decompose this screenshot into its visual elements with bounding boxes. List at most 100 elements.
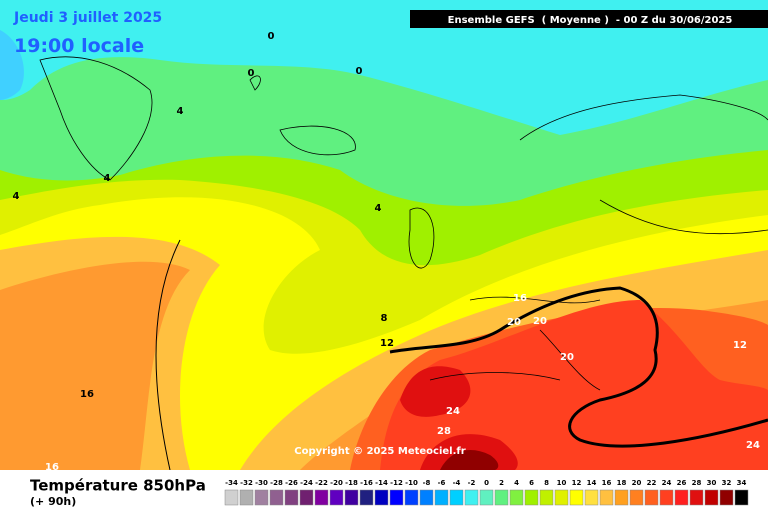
- legend-swatch: [434, 489, 449, 506]
- legend-value: 0: [484, 479, 489, 487]
- legend-value: 6: [529, 479, 534, 487]
- legend-swatch: [734, 489, 749, 506]
- legend-value: 24: [662, 479, 672, 487]
- legend-value: -20: [330, 479, 343, 487]
- legend-value: -24: [300, 479, 313, 487]
- legend-swatch: [269, 489, 284, 506]
- contour-label: 4: [104, 173, 111, 184]
- isotherm: [155, 239, 181, 471]
- legend-value: 26: [677, 479, 687, 487]
- legend-swatch: [299, 489, 314, 506]
- contour-label: 20: [533, 316, 547, 327]
- legend-value: 18: [617, 479, 627, 487]
- legend-value: 34: [737, 479, 747, 487]
- legend-value: 4: [514, 479, 519, 487]
- field-24: [380, 300, 768, 470]
- contour-label: 24: [746, 440, 760, 451]
- contour-label: 0: [356, 66, 363, 77]
- legend-swatch: [584, 489, 599, 506]
- coastline: [39, 56, 768, 391]
- legend-value: -28: [270, 479, 283, 487]
- legend-value: -34: [225, 479, 238, 487]
- legend-value: 14: [587, 479, 597, 487]
- contour-label: 4: [375, 203, 382, 214]
- legend-value: -22: [315, 479, 328, 487]
- contour-label: 16: [80, 389, 94, 400]
- legend-swatch: [314, 489, 329, 506]
- legend-value: 10: [557, 479, 567, 487]
- contour-label: 12: [380, 338, 394, 349]
- legend-title: Température 850hPa: [30, 477, 206, 495]
- legend-value: 20: [632, 479, 642, 487]
- legend-value: 16: [602, 479, 612, 487]
- contour-label: 20: [560, 352, 574, 363]
- legend-value: 22: [647, 479, 657, 487]
- model-run: Ensemble GEFS ( Moyenne ) - 00 Z du 30/0…: [448, 15, 733, 26]
- legend-value: 28: [692, 479, 702, 487]
- legend-value: 8: [544, 479, 549, 487]
- contour-label: 4: [13, 191, 20, 202]
- legend-value: -8: [423, 479, 431, 487]
- field-0: [0, 0, 768, 135]
- copyright: Copyright © 2025 Meteociel.fr: [294, 446, 465, 457]
- contour-label: 24: [446, 406, 460, 417]
- legend-value: -6: [438, 479, 446, 487]
- legend-swatch: [704, 489, 719, 506]
- field-28: [400, 366, 518, 470]
- legend-swatch: [359, 489, 374, 506]
- legend-value: -18: [345, 479, 358, 487]
- contour-label: 16: [513, 293, 527, 304]
- field-32: [440, 450, 499, 470]
- legend-swatch: [509, 489, 524, 506]
- legend-value: -26: [285, 479, 298, 487]
- legend-swatch: [689, 489, 704, 506]
- legend-value: -2: [468, 479, 476, 487]
- header-box: [410, 10, 768, 28]
- legend-swatch: [569, 489, 584, 506]
- legend-value: -16: [360, 479, 373, 487]
- contour-label: 12: [733, 340, 747, 351]
- legend-swatch: [389, 489, 404, 506]
- legend-swatch: [464, 489, 479, 506]
- legend-swatch: [479, 489, 494, 506]
- contour-label: 28: [437, 426, 451, 437]
- contour-label: 8: [381, 313, 388, 324]
- legend-value: -12: [390, 479, 403, 487]
- valid-time: 19:00 locale: [14, 35, 144, 57]
- contour-label: 0: [268, 31, 275, 42]
- legend-value: -30: [255, 479, 268, 487]
- legend-swatch: [539, 489, 554, 506]
- legend-swatch: [284, 489, 299, 506]
- legend-swatch: [554, 489, 569, 506]
- legend-swatch: [659, 489, 674, 506]
- legend-subtitle: (+ 90h): [30, 495, 76, 508]
- legend-swatch: [719, 489, 734, 506]
- legend-swatch: [344, 489, 359, 506]
- legend-swatch: [254, 489, 269, 506]
- legend-swatch: [629, 489, 644, 506]
- valid-date: Jeudi 3 juillet 2025: [13, 10, 162, 26]
- legend-swatch: [494, 489, 509, 506]
- legend-swatch: [224, 489, 239, 506]
- legend-swatch: [239, 489, 254, 506]
- isotherm-20: [389, 286, 768, 448]
- legend-value: 30: [707, 479, 717, 487]
- legend-value: 32: [722, 479, 732, 487]
- legend-swatch: [599, 489, 614, 506]
- legend-swatch: [674, 489, 689, 506]
- legend-swatch: [374, 489, 389, 506]
- legend-swatch: [449, 489, 464, 506]
- legend-swatch: [329, 489, 344, 506]
- contour-label: 20: [507, 317, 521, 328]
- legend-swatch: [404, 489, 419, 506]
- legend-value: -10: [405, 479, 418, 487]
- contour-labels: 0 0 0 4 4 4 4 8 12 12 16 16 16 20 20 20 …: [13, 31, 760, 473]
- legend-value: -4: [453, 479, 461, 487]
- field-minus2: [0, 30, 24, 100]
- legend-value: 12: [572, 479, 582, 487]
- legend-value: -14: [375, 479, 388, 487]
- legend-swatch: [614, 489, 629, 506]
- legend-value: -32: [240, 479, 253, 487]
